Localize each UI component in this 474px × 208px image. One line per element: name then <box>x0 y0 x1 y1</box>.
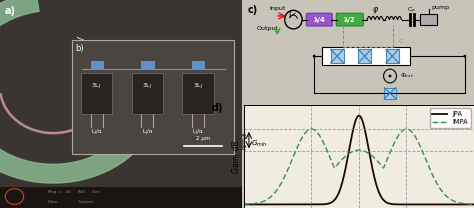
Y-axis label: Gain, dB: Gain, dB <box>232 140 241 173</box>
Text: 3L$_J$: 3L$_J$ <box>91 82 102 93</box>
Text: pump: pump <box>431 5 449 10</box>
JPA <box>339 182 345 184</box>
Text: a): a) <box>5 6 16 16</box>
IMPA <box>281 177 287 180</box>
Text: c): c) <box>247 5 258 15</box>
Circle shape <box>464 55 466 58</box>
Text: b): b) <box>75 44 83 53</box>
Bar <box>358 49 371 63</box>
FancyBboxPatch shape <box>336 13 364 26</box>
Bar <box>132 73 163 114</box>
IMPA <box>309 128 314 130</box>
IMPA <box>267 196 273 199</box>
Text: C$_p$: C$_p$ <box>407 5 416 16</box>
IMPA <box>241 203 247 206</box>
JPA <box>241 203 247 206</box>
Circle shape <box>313 55 316 58</box>
Circle shape <box>389 74 392 77</box>
Text: Mag: ×   kV:     WD:     Det:: Mag: × kV: WD: Det: <box>48 190 100 194</box>
Bar <box>182 73 214 114</box>
Text: $G_{min}$: $G_{min}$ <box>251 139 268 149</box>
Text: C: C <box>398 39 402 44</box>
Bar <box>384 88 396 99</box>
Bar <box>141 61 155 70</box>
Line: IMPA: IMPA <box>244 129 474 204</box>
FancyBboxPatch shape <box>306 13 332 26</box>
Text: L$_J$/α: L$_J$/α <box>142 128 153 138</box>
Text: 2 μm: 2 μm <box>196 136 210 141</box>
IMPA <box>339 158 345 161</box>
Text: 3L$_J$: 3L$_J$ <box>142 82 153 93</box>
Text: λ/2: λ/2 <box>344 17 356 23</box>
Text: d): d) <box>212 103 223 113</box>
IMPA <box>471 203 474 206</box>
Bar <box>0 187 242 208</box>
JPA <box>467 203 473 206</box>
Legend: JPA, IMPA: JPA, IMPA <box>430 108 471 128</box>
Text: L$_J$/α: L$_J$/α <box>192 128 204 138</box>
JPA <box>442 203 447 206</box>
Text: Φ$_{ext}$: Φ$_{ext}$ <box>401 72 414 80</box>
JPA <box>329 201 335 203</box>
Bar <box>73 40 234 154</box>
Text: L$_J$/α: L$_J$/α <box>91 128 102 138</box>
Line: JPA: JPA <box>244 116 474 204</box>
JPA <box>281 203 287 206</box>
Text: RIPPLE: RIPPLE <box>242 131 247 149</box>
Text: Input: Input <box>269 6 286 11</box>
JPA <box>471 203 474 206</box>
Text: 3L$_J$: 3L$_J$ <box>193 82 203 93</box>
Bar <box>322 47 410 65</box>
IMPA <box>467 203 473 205</box>
Bar <box>81 73 112 114</box>
IMPA <box>329 162 335 164</box>
Text: Date:                System:: Date: System: <box>48 200 95 204</box>
Text: φ: φ <box>373 5 378 14</box>
Bar <box>386 49 399 63</box>
Bar <box>192 61 205 70</box>
JPA <box>267 203 273 206</box>
Bar <box>91 61 104 70</box>
JPA <box>356 114 362 117</box>
Text: λ/4: λ/4 <box>313 17 325 23</box>
Bar <box>331 49 344 63</box>
Bar <box>420 14 437 25</box>
IMPA <box>442 193 447 196</box>
Polygon shape <box>0 0 159 183</box>
Text: Output: Output <box>256 26 279 31</box>
